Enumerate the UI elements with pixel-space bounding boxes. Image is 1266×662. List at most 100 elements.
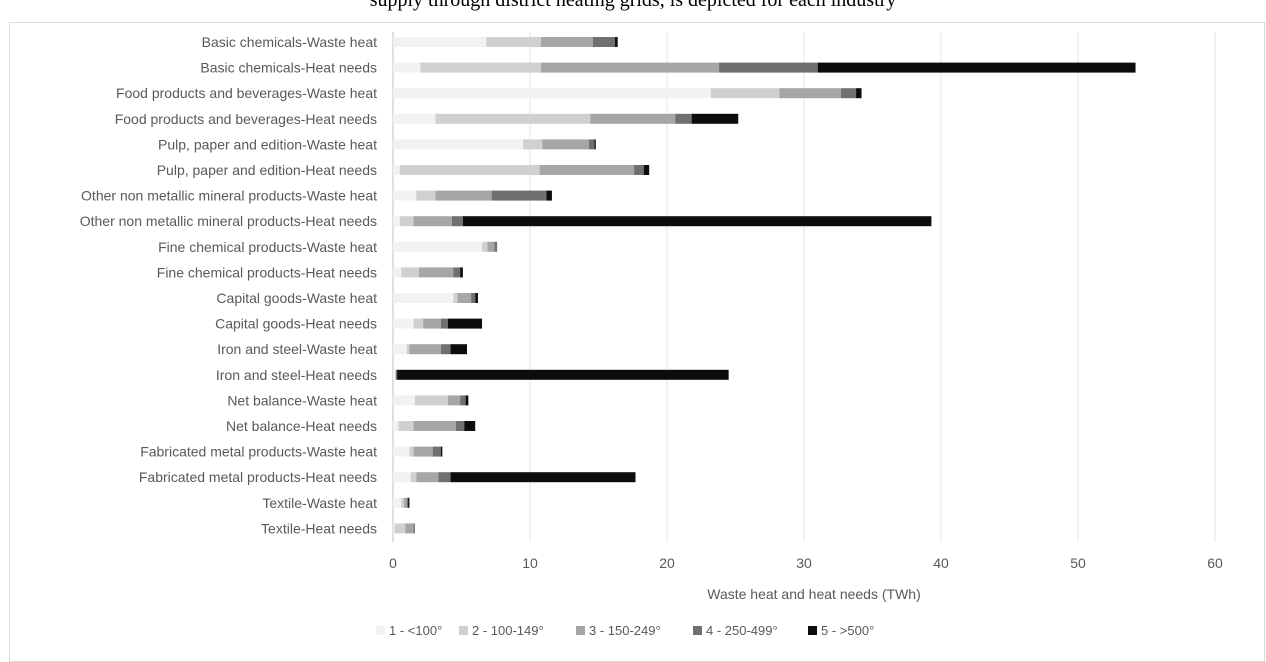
bar-segment bbox=[594, 139, 596, 150]
bar-segment bbox=[465, 395, 469, 406]
category-label: Other non metallic mineral products-Wast… bbox=[81, 188, 377, 204]
x-tick-label: 10 bbox=[522, 555, 538, 571]
bar-segment bbox=[394, 523, 406, 534]
bar-segment bbox=[406, 344, 410, 355]
category-label: Capital goods-Waste heat bbox=[216, 290, 377, 306]
bar-segment bbox=[614, 37, 618, 47]
category-label: Capital goods-Heat needs bbox=[215, 316, 377, 332]
gridlines bbox=[392, 32, 1216, 542]
legend-label: 4 - 250-499° bbox=[706, 623, 778, 638]
legend-swatch bbox=[576, 626, 585, 635]
stacked-bar-chart: Basic chemicals-Waste heat Basic chemical… bbox=[80, 32, 1223, 638]
bar-segment bbox=[817, 62, 1136, 73]
bar-segment bbox=[475, 293, 478, 303]
bar-segment bbox=[399, 216, 414, 227]
bar-segment bbox=[710, 88, 780, 99]
category-label: Fabricated metal products-Heat needs bbox=[139, 469, 377, 485]
bar-segment bbox=[413, 216, 452, 227]
bar-segment bbox=[393, 267, 402, 278]
legend-swatch bbox=[808, 626, 817, 635]
bar-segment bbox=[403, 497, 407, 508]
legend-label: 5 - >500° bbox=[821, 623, 874, 638]
bar-segment bbox=[440, 446, 443, 457]
legend-swatch bbox=[459, 626, 468, 635]
category-label: Food products and beverages-Heat needs bbox=[115, 111, 377, 127]
bar-segment bbox=[393, 113, 436, 124]
bar-segment bbox=[393, 62, 421, 73]
x-tick-label: 0 bbox=[389, 555, 397, 571]
legend-label: 3 - 150-249° bbox=[589, 623, 661, 638]
category-label: Fabricated metal products-Waste heat bbox=[140, 444, 377, 460]
bar-segment bbox=[588, 139, 595, 150]
bar-segment bbox=[447, 395, 461, 406]
bar-segment bbox=[420, 62, 541, 73]
legend: 1 - <100° 2 - 100-149° 3 - 150-249° 4 - 250… bbox=[376, 623, 874, 638]
bar-segment bbox=[413, 523, 415, 534]
x-tick-label: 60 bbox=[1207, 555, 1223, 571]
bar-segment bbox=[675, 113, 692, 124]
bar-segment bbox=[471, 293, 476, 303]
bar-segment bbox=[435, 190, 492, 201]
bar-segment bbox=[539, 165, 635, 175]
bar-segment bbox=[393, 395, 415, 406]
bar-segment bbox=[393, 446, 410, 457]
bar-segment bbox=[393, 88, 711, 99]
bar-segment bbox=[435, 113, 591, 124]
bar-segment bbox=[393, 497, 402, 508]
bar-segment bbox=[409, 344, 441, 355]
bar-segment bbox=[482, 241, 488, 252]
bar-segment bbox=[393, 190, 417, 201]
bar-segment bbox=[416, 190, 436, 201]
bar-segment bbox=[393, 241, 483, 252]
bar-segment bbox=[440, 344, 451, 355]
bar-segment bbox=[719, 62, 818, 73]
bar-segment bbox=[393, 165, 400, 175]
bar-segment bbox=[399, 165, 540, 175]
bars bbox=[393, 37, 1136, 534]
bar-segment bbox=[450, 472, 636, 483]
category-label: Fine chemical products-Heat needs bbox=[157, 264, 377, 280]
bar-segment bbox=[395, 369, 398, 380]
bar-segment bbox=[393, 293, 454, 303]
x-axis-title: Waste heat and heat needs (TWh) bbox=[707, 586, 920, 602]
bar-segment bbox=[453, 267, 461, 278]
bar-segment bbox=[393, 139, 524, 150]
bar-segment bbox=[457, 293, 472, 303]
bar-segment bbox=[523, 139, 543, 150]
category-label: Other non metallic mineral products-Heat… bbox=[80, 213, 377, 229]
category-label: Pulp, paper and edition-Heat needs bbox=[157, 162, 377, 178]
bar-segment bbox=[405, 523, 414, 534]
bar-segment bbox=[393, 216, 400, 227]
bar-segment bbox=[540, 37, 594, 47]
bar-segment bbox=[540, 62, 720, 73]
bar-segment bbox=[413, 446, 433, 457]
bar-segment bbox=[456, 421, 465, 431]
bar-segment bbox=[408, 497, 410, 508]
bar-segment bbox=[462, 216, 932, 227]
bar-segment bbox=[414, 395, 448, 406]
category-label: Textile-Waste heat bbox=[262, 495, 377, 511]
bar-segment bbox=[397, 369, 729, 380]
bar-segment bbox=[840, 88, 857, 99]
legend-label: 1 - <100° bbox=[389, 623, 442, 638]
bar-segment bbox=[450, 344, 467, 355]
bar-segment bbox=[398, 421, 414, 431]
category-label: Basic chemicals-Waste heat bbox=[202, 34, 377, 50]
x-tick-label: 50 bbox=[1070, 555, 1086, 571]
category-labels: Basic chemicals-Waste heat Basic chemical… bbox=[80, 34, 377, 536]
bar-segment bbox=[419, 267, 454, 278]
x-tick-label: 40 bbox=[933, 555, 949, 571]
category-label: Basic chemicals-Heat needs bbox=[200, 60, 377, 76]
bar-segment bbox=[401, 497, 404, 508]
bar-segment bbox=[460, 395, 466, 406]
bar-segment bbox=[413, 318, 424, 329]
category-label: Net balance-Heat needs bbox=[226, 418, 377, 434]
bar-segment bbox=[393, 421, 399, 431]
caption-text-fragment: supply through district heating grids, i… bbox=[369, 0, 897, 11]
category-label: Food products and beverages-Waste heat bbox=[116, 85, 377, 101]
category-label: Fine chemical products-Waste heat bbox=[158, 239, 377, 255]
category-label: Textile-Heat needs bbox=[261, 520, 377, 536]
bar-segment bbox=[406, 497, 409, 508]
bar-segment bbox=[643, 165, 650, 175]
bar-segment bbox=[416, 472, 439, 483]
